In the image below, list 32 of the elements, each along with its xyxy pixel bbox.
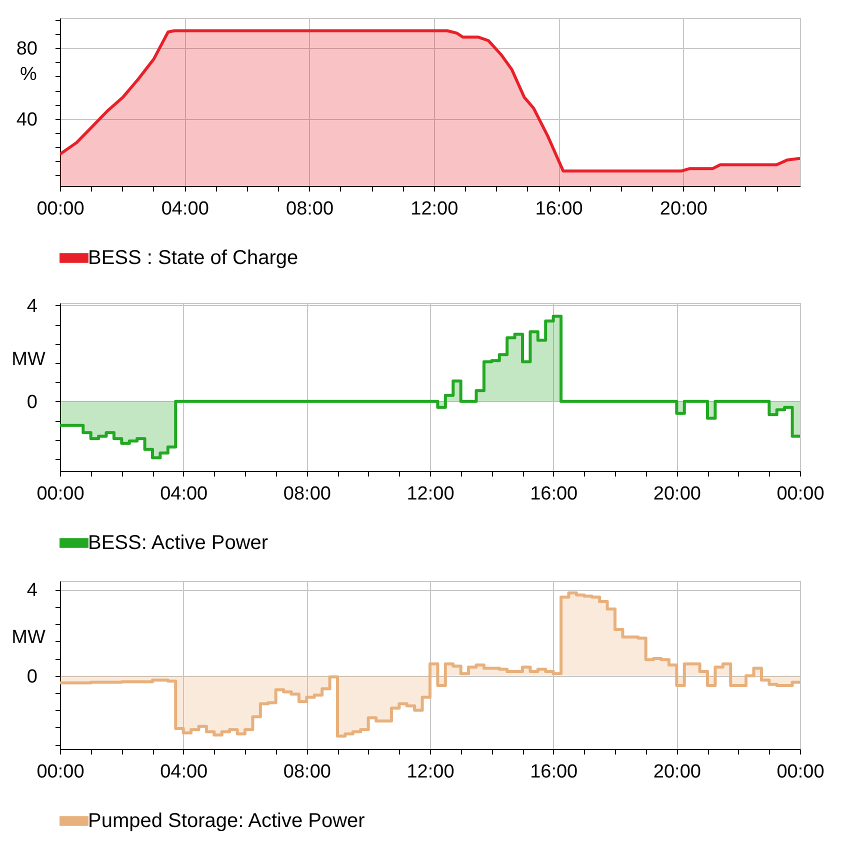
x-tick-label: 12:00 [406,762,454,782]
x-tick-label: 00:00 [36,484,84,504]
x-tick-label: 00:00 [776,762,824,782]
y-axis-title: MW [12,626,46,648]
y-tick-label: 0 [26,392,38,413]
y-tick-label: 4 [26,580,38,602]
x-tick-label: 20:00 [660,198,708,220]
x-tick-label: 08:00 [283,484,331,504]
x-tick-label: 00:00 [776,484,824,504]
x-tick-label: 00:00 [36,762,84,782]
legend-label: BESS : State of Charge [88,247,298,269]
x-tick-label: 16:00 [535,198,583,220]
x-tick-label: 16:00 [530,484,578,504]
x-tick-label: 04:00 [160,762,208,782]
x-tick-label: 04:00 [161,198,209,220]
x-tick-label: 16:00 [530,762,578,782]
x-tick-label: 08:00 [286,198,334,220]
legend-label: Pumped Storage: Active Power [88,810,366,832]
y-tick-label: 0 [26,666,38,688]
x-tick-label: 08:00 [283,762,331,782]
x-tick-label: 12:00 [406,484,454,504]
y-tick-label: 80 [16,38,38,60]
x-tick-label: 20:00 [653,762,701,782]
y-tick-label: 4 [26,296,38,317]
y-tick-label: 40 [16,109,38,130]
x-tick-label: 12:00 [410,198,458,220]
y-axis-title: % [20,64,38,85]
x-tick-label: 00:00 [36,198,84,220]
legend-label: BESS: Active Power [88,532,268,554]
x-tick-label: 04:00 [160,484,208,504]
y-axis-title: MW [12,348,46,370]
x-tick-label: 20:00 [653,484,701,504]
